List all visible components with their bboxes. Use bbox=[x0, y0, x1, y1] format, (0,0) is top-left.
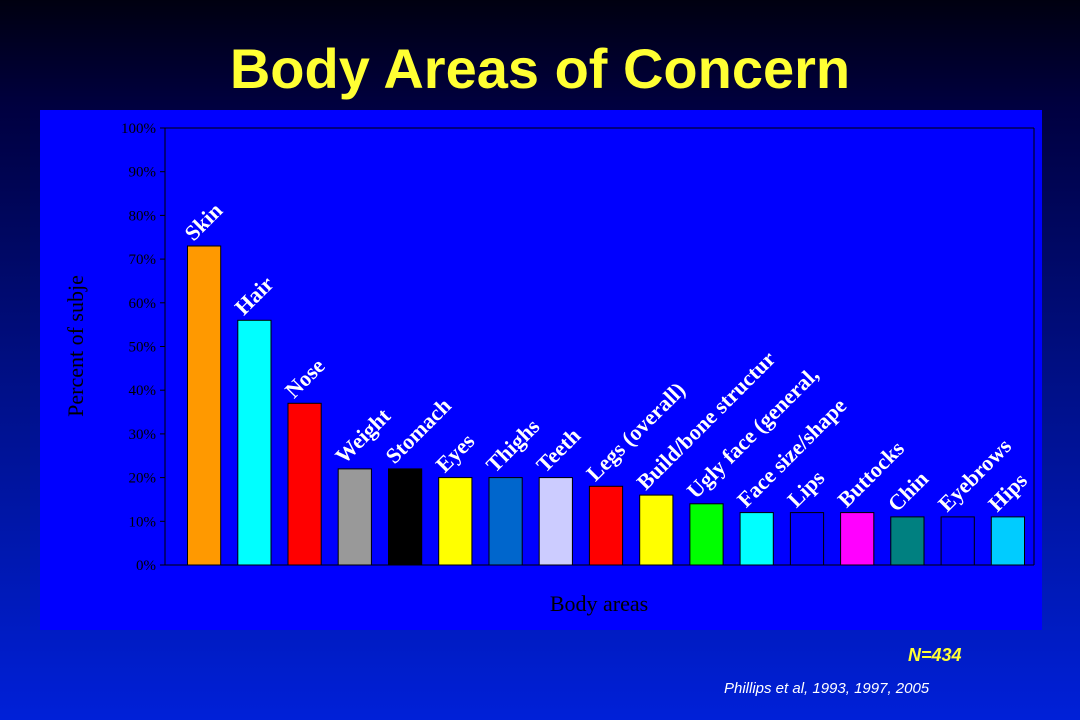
y-tick-label: 50% bbox=[129, 340, 157, 356]
bar bbox=[287, 402, 322, 566]
bar bbox=[689, 503, 724, 566]
bar bbox=[940, 516, 975, 566]
bar bbox=[187, 245, 222, 566]
bar bbox=[739, 512, 774, 566]
y-tick-label: 60% bbox=[129, 296, 157, 312]
bar bbox=[538, 477, 573, 566]
y-tick-label: 90% bbox=[129, 165, 157, 181]
bar bbox=[438, 477, 473, 566]
sample-size-label: N=434 bbox=[908, 645, 962, 665]
bar bbox=[488, 477, 523, 566]
y-axis-ticks: 0% 10% 20% 30% 40% 50% 60% 70% 80% 90% 100% bbox=[121, 121, 165, 574]
y-tick-label: 70% bbox=[129, 252, 157, 268]
y-tick-label: 0% bbox=[136, 558, 156, 574]
y-tick-label: 100% bbox=[121, 121, 156, 137]
y-tick-label: 30% bbox=[129, 427, 157, 443]
bar bbox=[639, 494, 674, 566]
y-tick-label: 40% bbox=[129, 383, 157, 399]
citation-text: Phillips et al, 1993, 1997, 2005 bbox=[724, 680, 930, 697]
x-axis-label: Body areas bbox=[550, 591, 648, 616]
bar bbox=[840, 512, 875, 566]
y-tick-label: 10% bbox=[129, 514, 157, 530]
bar bbox=[388, 468, 423, 566]
bar bbox=[588, 485, 624, 566]
bars bbox=[187, 245, 1025, 566]
bar bbox=[337, 468, 372, 566]
y-axis-label: Percent of subje bbox=[63, 275, 88, 417]
bar bbox=[789, 512, 825, 566]
y-tick-label: 20% bbox=[129, 471, 157, 487]
slide-title: Body Areas of Concern bbox=[229, 37, 851, 100]
y-tick-label: 80% bbox=[129, 208, 157, 224]
bar bbox=[990, 516, 1025, 566]
bar bbox=[890, 516, 925, 566]
bar bbox=[237, 319, 272, 566]
